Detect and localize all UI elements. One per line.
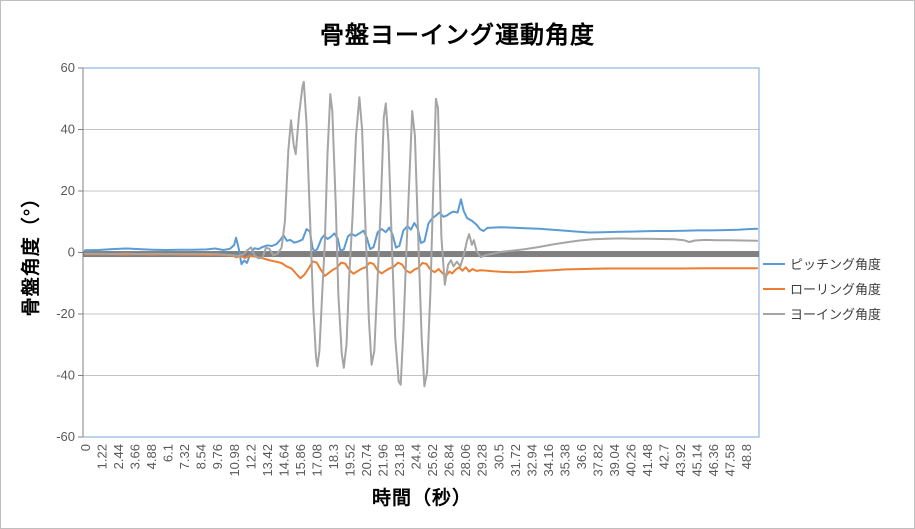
x-tick-label: 9.76 [210, 444, 225, 469]
x-tick-label: 35.38 [557, 444, 572, 477]
legend-label: ローリング角度 [790, 282, 882, 297]
x-tick-label: 21.96 [376, 444, 391, 477]
x-tick-label: 30.5 [491, 444, 506, 469]
x-tick-label: 31.72 [508, 444, 523, 477]
x-tick-label: 39.04 [607, 444, 622, 477]
x-tick-label: 45.14 [690, 444, 705, 477]
y-tick-label: 0 [68, 245, 75, 260]
series-line-pitching [84, 198, 759, 266]
x-tick-label: 42.7 [657, 444, 672, 469]
x-tick-label: 34.16 [541, 444, 556, 477]
x-tick-label: 48.8 [739, 444, 754, 469]
legend-line-swatch [763, 262, 785, 265]
x-tick-label: 10.98 [227, 444, 242, 477]
x-tick-label: 2.44 [111, 444, 126, 469]
x-axis-title: 時間（秒） [371, 488, 472, 509]
chart-title: 骨盤ヨーイング運動角度 [320, 22, 595, 49]
y-tick-label: 40 [61, 122, 75, 137]
x-tick-label: 13.42 [260, 444, 275, 477]
series-line-rolling [84, 253, 759, 280]
x-tick-label: 26.84 [442, 444, 457, 477]
legend-item: ローリング角度 [763, 276, 913, 301]
legend-line-swatch [763, 287, 785, 290]
x-tick-label: 41.48 [640, 444, 655, 477]
x-tick-label: 19.52 [342, 444, 357, 477]
x-tick-label: 46.36 [706, 444, 721, 477]
x-tick-label: 29.28 [475, 444, 490, 477]
y-tick-label: -20 [56, 306, 75, 321]
x-tick-label: 6.1 [161, 444, 176, 462]
x-tick-label: 25.62 [425, 444, 440, 477]
x-tick-label: 47.58 [723, 444, 738, 477]
legend-item: ピッチング角度 [763, 251, 913, 276]
x-tick-label: 0 [78, 444, 93, 451]
x-tick-label: 37.82 [590, 444, 605, 477]
x-tick-label: 15.86 [293, 444, 308, 477]
x-tick-label: 24.4 [409, 444, 424, 469]
x-tick-label: 4.88 [144, 444, 159, 469]
x-tick-label: 17.08 [309, 444, 324, 477]
y-tick-label: 20 [61, 183, 75, 198]
legend: ピッチング角度 ローリング角度 ヨーイング角度 [763, 251, 913, 326]
x-tick-label: 40.26 [624, 444, 639, 477]
series-line-yawing [84, 80, 759, 388]
x-tick-label: 1.22 [95, 444, 110, 469]
x-tick-label: 14.64 [276, 444, 291, 477]
zero-baseline [83, 251, 759, 258]
x-tick-label: 8.54 [194, 444, 209, 469]
legend-line-swatch [763, 312, 785, 315]
legend-label: ヨーイング角度 [790, 307, 882, 322]
x-tick-label: 20.74 [359, 444, 374, 477]
y-tick-label: -60 [56, 429, 75, 444]
x-tick-label: 23.18 [392, 444, 407, 477]
x-tick-label: 28.06 [458, 444, 473, 477]
legend-label: ピッチング角度 [790, 257, 882, 272]
x-tick-label: 18.3 [326, 444, 341, 469]
x-tick-label: 36.6 [574, 444, 589, 469]
x-tick-label: 12.2 [243, 444, 258, 469]
legend-item: ヨーイング角度 [763, 301, 913, 326]
x-tick-label: 32.94 [524, 444, 539, 477]
x-tick-label: 43.92 [673, 444, 688, 477]
y-tick-label: -40 [56, 368, 75, 383]
x-tick-label: 3.66 [128, 444, 143, 469]
x-tick-label: 7.32 [177, 444, 192, 469]
y-tick-label: 60 [61, 60, 75, 75]
